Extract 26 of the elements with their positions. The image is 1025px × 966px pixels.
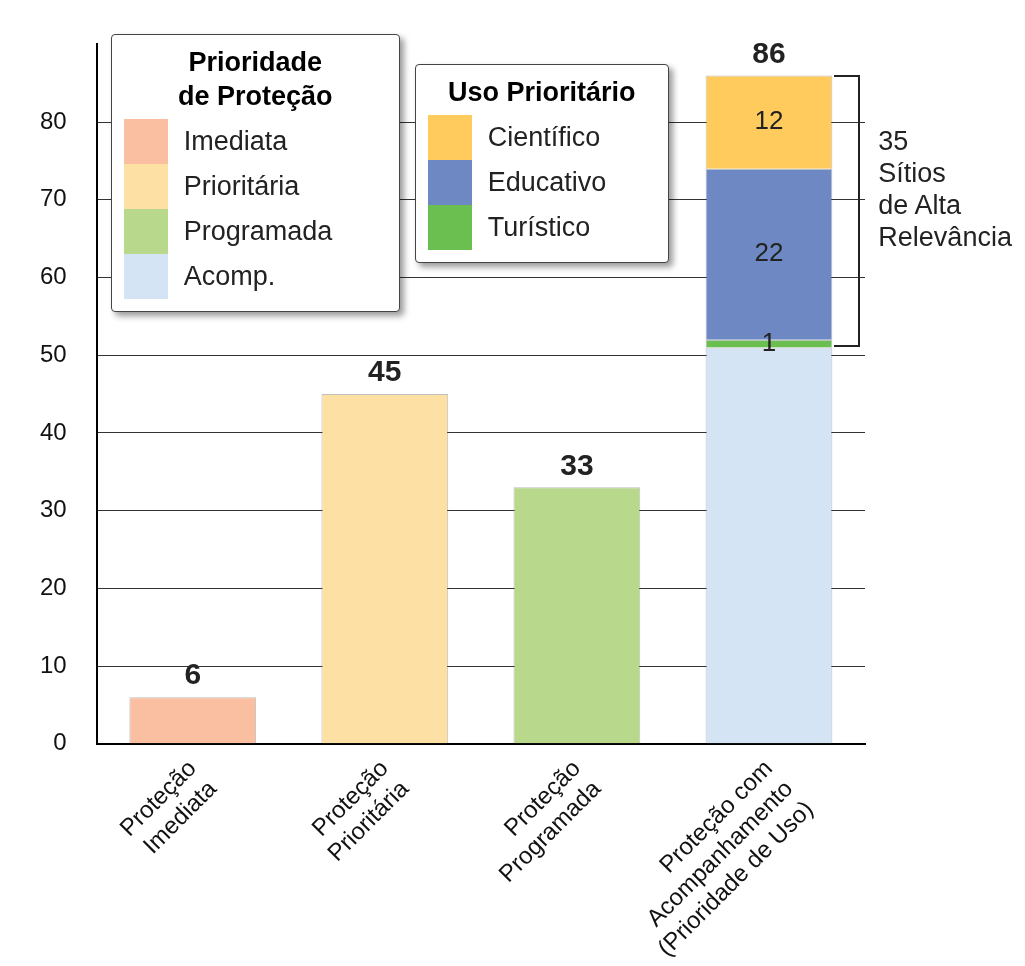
data-label: 1	[761, 326, 777, 357]
data-label: 12	[754, 105, 784, 136]
text: 35 Sítios de Alta Relevância	[878, 125, 1012, 254]
total-label: 33	[560, 447, 594, 481]
y-tick-label: 70	[39, 184, 67, 212]
data-label: 22	[754, 237, 784, 268]
legend-label: Turístico	[487, 212, 591, 244]
legend-label: Acomp.	[183, 261, 276, 293]
y-tick-label: 10	[39, 650, 67, 678]
y-tick-label: 50	[39, 339, 67, 367]
legend-label: Educativo	[487, 167, 607, 199]
y-tick-label: 30	[39, 495, 67, 523]
total-label: 45	[368, 354, 402, 388]
legend-label: Prioritária	[183, 171, 300, 203]
legend-label: Científico	[487, 122, 601, 154]
total-label: 6	[184, 657, 202, 691]
legend-title: Prioridade de Proteção	[176, 46, 334, 114]
legend-label: Programada	[183, 216, 333, 248]
total-label: 86	[752, 35, 786, 69]
y-tick-label: 20	[39, 572, 67, 600]
legend-label: Imediata	[183, 126, 288, 158]
annotation: Uso Prioritário	[446, 76, 637, 110]
y-tick-label: 80	[39, 106, 67, 134]
y-tick-label: 0	[53, 728, 67, 756]
y-tick-label: 60	[39, 262, 67, 290]
y-tick-label: 40	[39, 417, 67, 445]
